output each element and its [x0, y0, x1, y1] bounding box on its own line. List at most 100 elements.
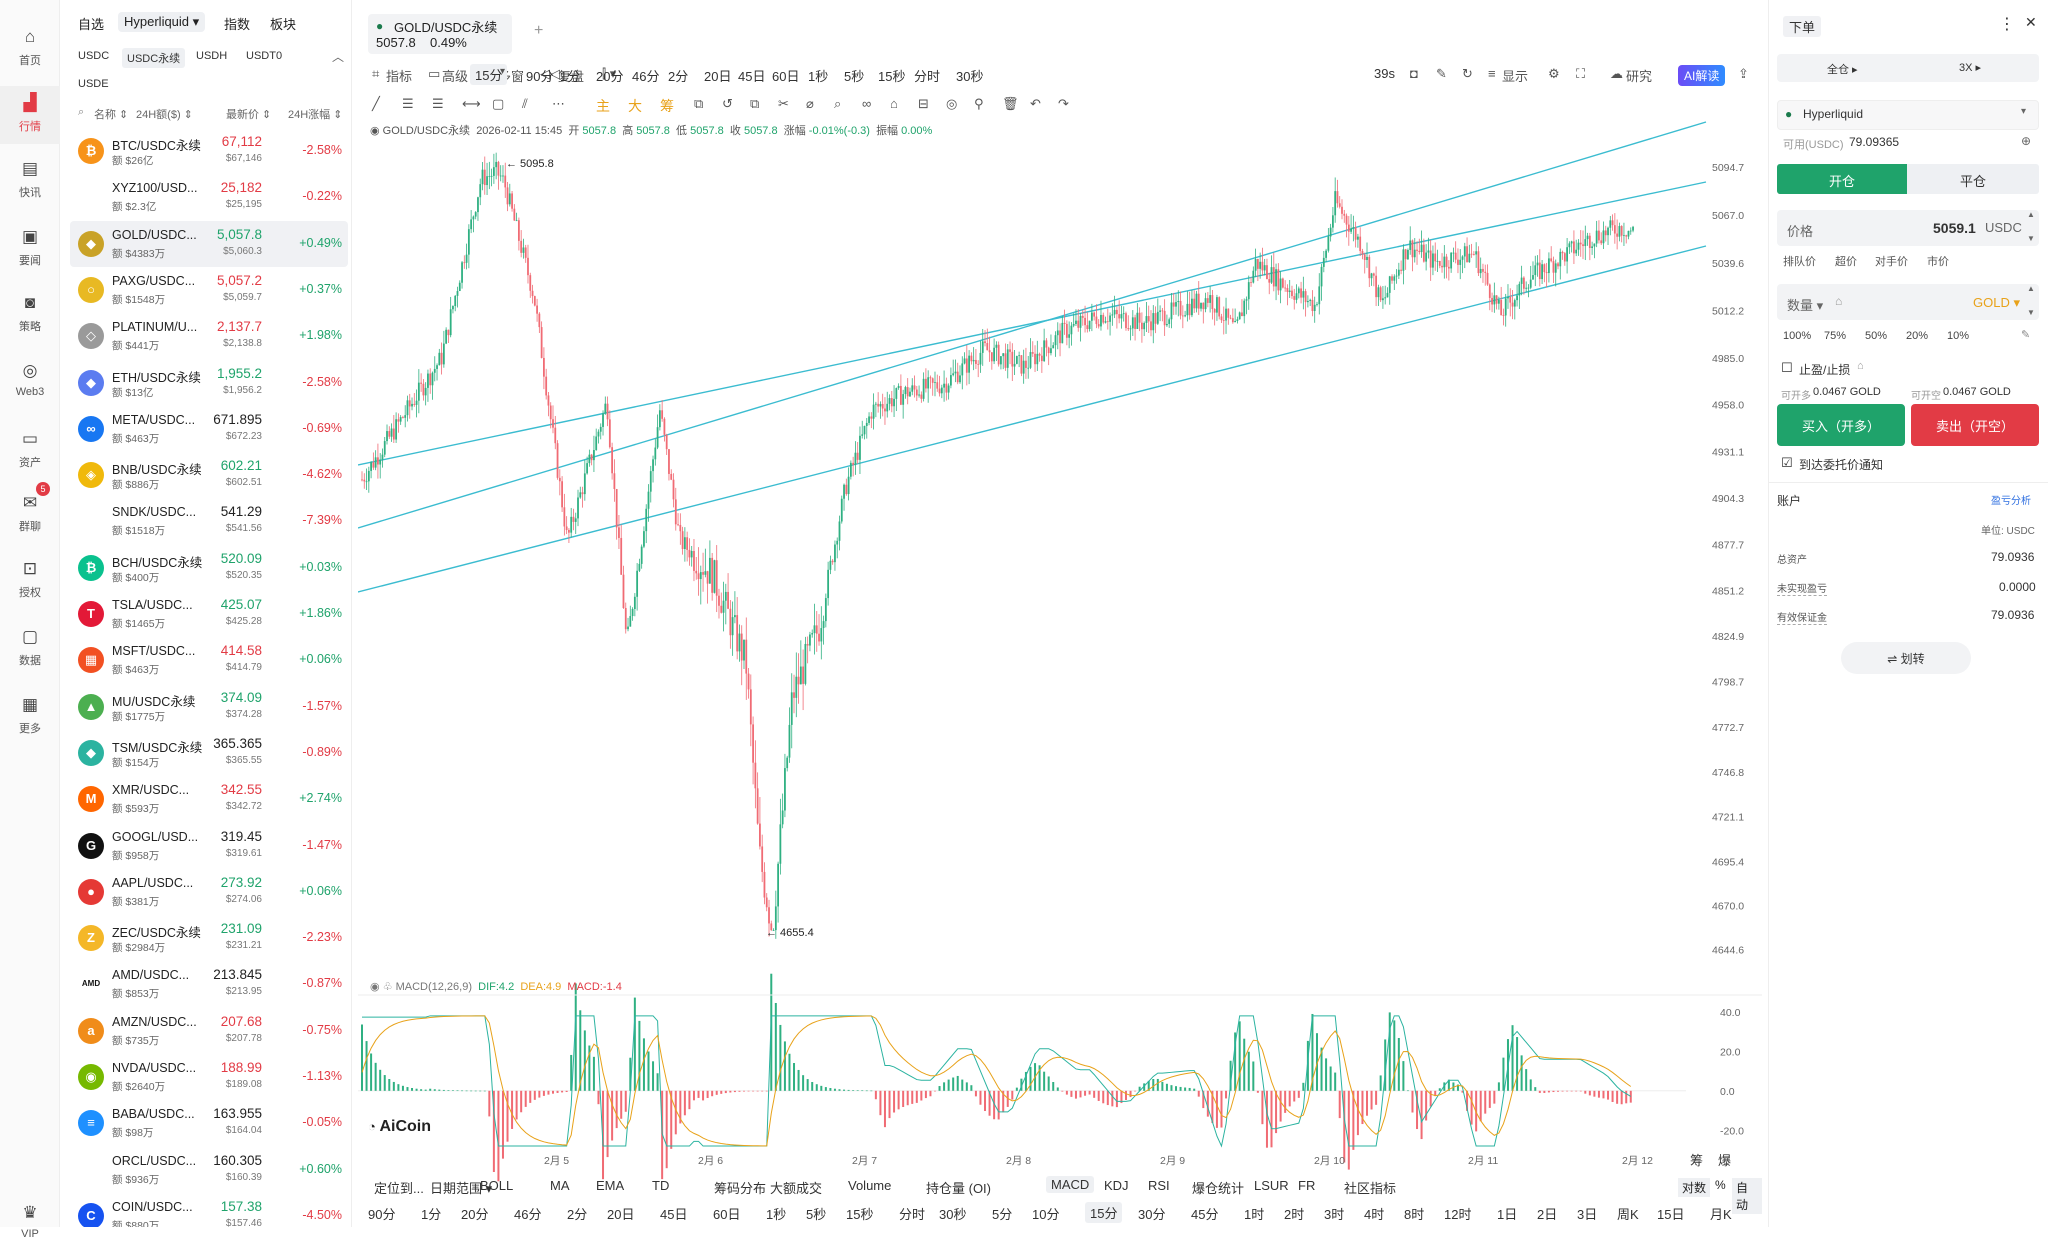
candlestick-chart[interactable]: 5094.7 5067.0 5039.6 5012.2 4985.0 4958.0 4931…: [358, 0, 1762, 1227]
price-value[interactable]: 5059.1: [1933, 220, 1976, 236]
mode-main[interactable]: 主: [596, 98, 610, 114]
bottom-timeframe-1[interactable]: 1分: [421, 1207, 442, 1222]
percent-preset-75[interactable]: 75%: [1824, 330, 1847, 342]
collapse-chevron-icon[interactable]: ︿: [332, 50, 345, 64]
timeframe-11[interactable]: 15秒: [878, 69, 906, 84]
list-item[interactable]: ◇ PLATINUM/U... 额 $441万 2,137.7 $2,138.8 +1.9…: [70, 313, 348, 359]
trend-line-icon[interactable]: ╱: [372, 96, 380, 111]
queue-price-option[interactable]: 排队价: [1783, 256, 1816, 268]
list-item[interactable]: XYZ100/USD... 额 $2.3亿 25,182 $25,195 -0.22%: [70, 174, 348, 220]
bottom-timeframe-2[interactable]: 20分: [461, 1207, 489, 1222]
leverage-select[interactable]: 3X ▸: [1959, 62, 1982, 74]
lock-icon[interactable]: ⌂: [890, 96, 898, 111]
bottom-timeframe-19[interactable]: 2时: [1284, 1207, 1305, 1222]
percent-preset-100[interactable]: 100%: [1783, 330, 1812, 342]
buy-long-button[interactable]: 买入（开多）: [1777, 404, 1905, 446]
tab-index[interactable]: 指数: [224, 17, 251, 32]
timeframe-13[interactable]: 30秒: [956, 69, 984, 84]
bottom-timeframe-9[interactable]: 5秒: [806, 1207, 827, 1222]
timeframe-2[interactable]: 1分: [560, 69, 581, 84]
bottom-timeframe-17[interactable]: 45分: [1191, 1207, 1219, 1222]
eraser-icon[interactable]: ⌀: [806, 96, 814, 111]
mode-chips[interactable]: 筹: [660, 98, 674, 114]
bottom-timeframe-11[interactable]: 分时: [899, 1207, 926, 1222]
bottom-timeframe-7[interactable]: 60日: [713, 1207, 741, 1222]
bottom-timeframe-29[interactable]: 月K: [1710, 1207, 1732, 1222]
col-header-volume[interactable]: 24H额($) ⇕: [136, 109, 193, 121]
list-item[interactable]: ◉ NVDA/USDC... 额 $2640万 188.99 $189.08 -1.13%: [70, 1054, 348, 1100]
parallel-channel-icon[interactable]: ☰: [432, 96, 444, 111]
margin-mode-select[interactable]: 全仓 ▸: [1827, 64, 1858, 76]
list-item[interactable]: SNDK/USDC... 额 $1518万 541.29 $541.56 -7.39%: [70, 498, 348, 544]
pattern-icon[interactable]: ⋯: [552, 96, 565, 111]
quantity-label[interactable]: 数量 ▾: [1787, 298, 1824, 313]
fib-icon[interactable]: ⫽: [522, 96, 528, 111]
bottom-timeframe-21[interactable]: 4时: [1364, 1207, 1385, 1222]
nav-item-robot-strategy[interactable]: ◙ 策略: [0, 286, 60, 344]
bottom-timeframe-14[interactable]: 10分: [1032, 1207, 1060, 1222]
bottom-timeframe-27[interactable]: 周K: [1617, 1207, 1639, 1222]
undo-icon[interactable]: ↶: [1030, 96, 1041, 111]
rectangle-icon[interactable]: ▢: [492, 96, 505, 111]
indicator-tab-7[interactable]: 大额成交: [770, 1181, 823, 1196]
price-stepper-up-icon[interactable]: ▲: [2027, 210, 2035, 219]
notify-checkbox[interactable]: ☑: [1781, 455, 1793, 470]
share-icon[interactable]: ⇪: [1738, 66, 1749, 81]
add-tab-button[interactable]: +: [534, 22, 544, 39]
sell-short-button[interactable]: 卖出（开空）: [1911, 404, 2039, 446]
zoom-icon[interactable]: ⌕: [834, 96, 842, 111]
settings-gear-icon[interactable]: ⚙: [1548, 66, 1560, 81]
indicator-tab-5[interactable]: TD: [652, 1178, 670, 1193]
col-header-price[interactable]: 最新价 ⇕: [226, 109, 272, 121]
list-item[interactable]: ◆ GOLD/USDC... 额 $4383万 5,057.8 $5,060.3 +0.4…: [70, 220, 348, 267]
timeframe-7[interactable]: 45日: [738, 69, 766, 84]
quantity-unit-select[interactable]: GOLD ▾: [1973, 295, 2020, 310]
layers-icon[interactable]: ⧉: [694, 96, 704, 111]
price-input[interactable]: [1777, 210, 2039, 246]
subtab-usde[interactable]: USDE: [78, 78, 109, 90]
bottom-timeframe-6[interactable]: 45日: [660, 1207, 688, 1222]
eye-icon[interactable]: ◉ ♧: [370, 981, 396, 993]
camera-icon[interactable]: ◘: [1410, 66, 1418, 81]
list-item[interactable]: ▦ MSFT/USDC... 额 $463万 414.58 $414.79 +0.06%: [70, 637, 348, 683]
display-button[interactable]: 显示: [1502, 69, 1529, 84]
timeframe-8[interactable]: 60日: [772, 69, 800, 84]
channel-upper-line[interactable]: [358, 121, 1707, 529]
channel-middle-line[interactable]: [358, 181, 1707, 466]
nav-item-headline-news[interactable]: ▣ 要闻: [0, 220, 60, 278]
list-item[interactable]: T TSLA/USDC... 额 $1465万 425.07 $425.28 +1.86%: [70, 591, 348, 637]
indicator-tab-1[interactable]: 日期范围 ▾: [430, 1181, 493, 1196]
bottom-timeframe-26[interactable]: 3日: [1577, 1207, 1598, 1222]
bottom-timeframe-16[interactable]: 30分: [1138, 1207, 1166, 1222]
hide-icon[interactable]: ⊟: [918, 96, 929, 111]
bottom-timeframe-22[interactable]: 8时: [1404, 1207, 1425, 1222]
list-item[interactable]: ◆ ETH/USDC永续额 $13亿 1,955.2 $1,956.2 -2.58%: [70, 360, 348, 406]
percent-preset-50[interactable]: 50%: [1865, 330, 1888, 342]
bottom-timeframe-15[interactable]: 15分: [1085, 1202, 1123, 1223]
filter-icon[interactable]: ⚲: [974, 96, 984, 111]
timeframe-6[interactable]: 20日: [704, 69, 732, 84]
more-menu-icon[interactable]: ⋮: [1999, 16, 2015, 33]
indicator-tab-3[interactable]: MA: [550, 1178, 570, 1193]
tab-hyperliquid[interactable]: Hyperliquid ▾: [118, 12, 206, 32]
nav-item-authorize[interactable]: ⊡ 授权: [0, 552, 60, 610]
list-item[interactable]: ● AAPL/USDC... 额 $381万 273.92 $274.06 +0.06%: [70, 869, 348, 915]
list-item[interactable]: AMD AMD/USDC... 额 $853万 213.845 $213.95 -0.87…: [70, 961, 348, 1007]
bottom-timeframe-4[interactable]: 2分: [567, 1207, 588, 1222]
nav-item-home[interactable]: ⌂ 首页: [0, 20, 60, 78]
indicator-button[interactable]: 指标: [386, 69, 413, 84]
quantity-input[interactable]: [1777, 284, 2039, 320]
exchange-select[interactable]: [1777, 100, 2039, 130]
indicator-tab-6[interactable]: 筹码分布: [714, 1181, 767, 1196]
timeframe-5[interactable]: 2分: [668, 69, 689, 84]
indicator-tab-16[interactable]: 社区指标: [1344, 1181, 1397, 1196]
channel-lower-line[interactable]: [358, 245, 1707, 593]
counter-price-option[interactable]: 对手价: [1875, 256, 1908, 268]
mode-large[interactable]: 大: [628, 98, 642, 114]
chevron-down-icon[interactable]: ▾: [500, 66, 506, 77]
horizontal-lines-icon[interactable]: ☰: [402, 96, 414, 111]
bottom-timeframe-25[interactable]: 2日: [1537, 1207, 1558, 1222]
indicator-tab-12[interactable]: RSI: [1148, 1178, 1170, 1193]
bottom-timeframe-28[interactable]: 15日: [1657, 1207, 1685, 1222]
log-scale-toggle[interactable]: 对数: [1678, 1178, 1711, 1197]
